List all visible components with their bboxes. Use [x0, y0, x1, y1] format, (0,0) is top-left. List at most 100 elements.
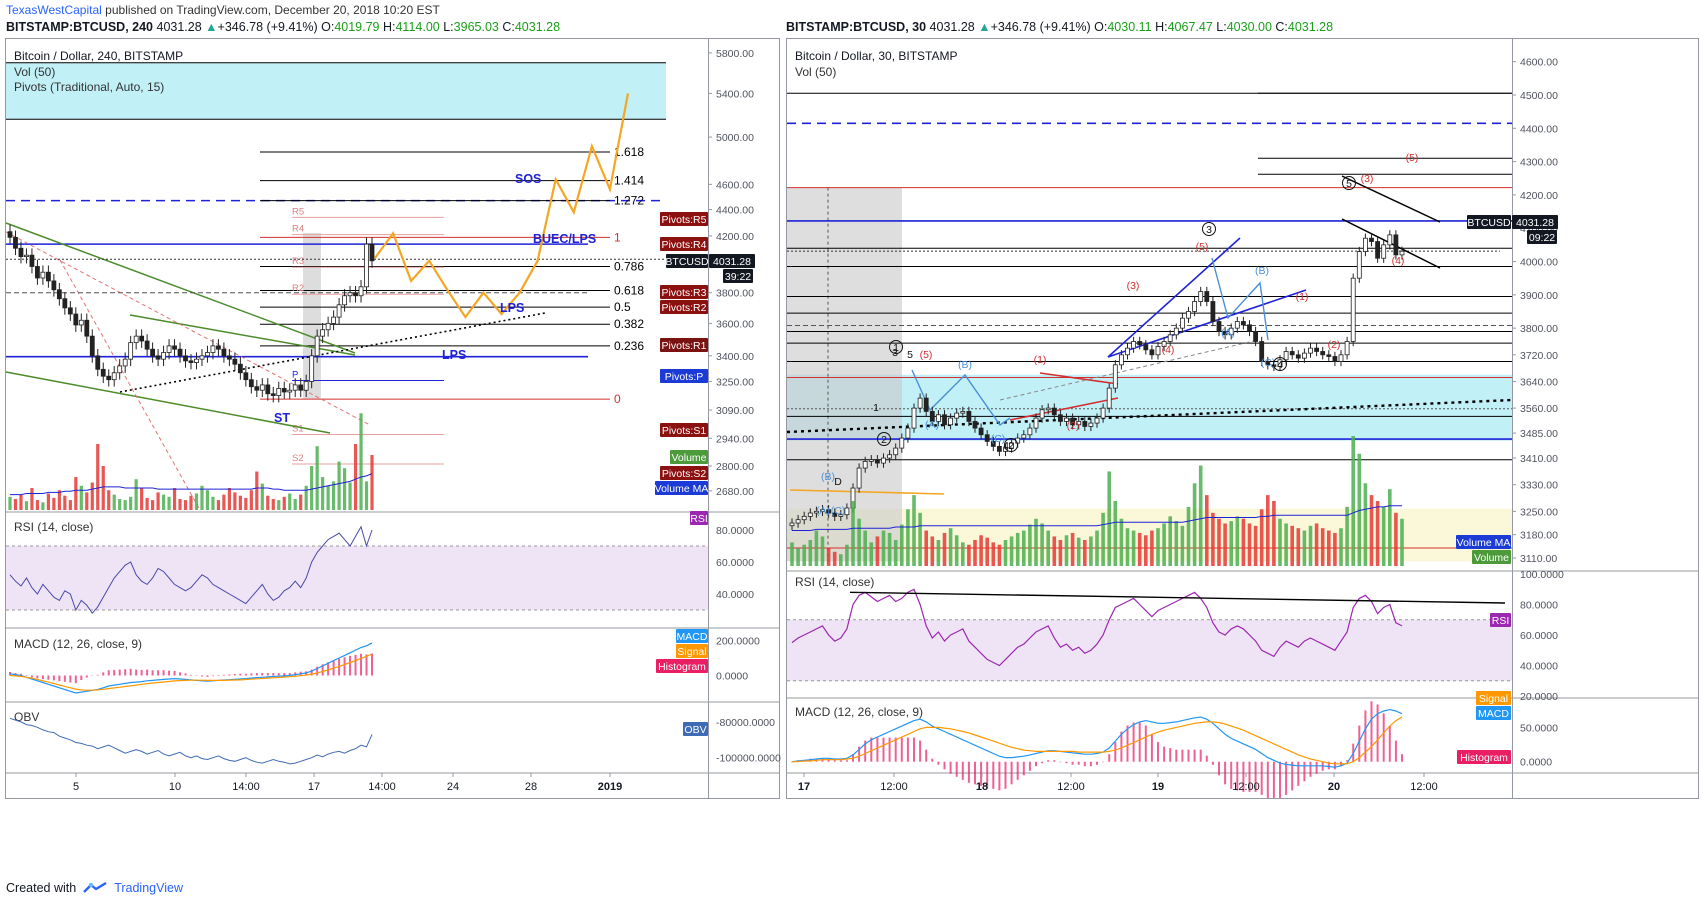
- right-macd-histogram-bar: [974, 761, 976, 785]
- right-wave-circle: [889, 340, 903, 354]
- right-candle-body: [1344, 341, 1350, 356]
- right-rsi-tick: 80.0000: [1520, 600, 1558, 612]
- left-volume-bar: [194, 493, 199, 510]
- right-candle-body: [844, 507, 850, 516]
- right-last: 4031.28: [929, 20, 975, 34]
- right-candle-body: [887, 454, 892, 459]
- created-with-text: Created with: [6, 881, 77, 895]
- right-volume-bar: [1259, 509, 1264, 566]
- right-y-tick-label: 3330.00: [1520, 480, 1558, 492]
- left-annotation: SOS: [515, 172, 541, 186]
- right-candle-body: [1112, 364, 1118, 389]
- right-macd-histogram-bar: [882, 737, 885, 762]
- right-volume-bar: [1022, 530, 1026, 566]
- right-macd-histogram-bar: [1071, 761, 1074, 765]
- left-volume-ma-tag-bg: [655, 481, 708, 495]
- left-volume-bar: [112, 494, 116, 510]
- right-macd-tick: 0.0000: [1520, 757, 1552, 769]
- page-header: TexasWestCapital published on TradingVie…: [0, 0, 1705, 40]
- right-y-tick-label: 4200.00: [1520, 190, 1558, 202]
- right-rsi-tick: 60.0000: [1520, 630, 1558, 642]
- right-wave-label: (C): [1261, 357, 1276, 369]
- right-macd-histogram-bar: [1004, 761, 1007, 789]
- left-indicator-legend: Vol (50): [14, 65, 55, 79]
- right-rsi-tag-bg: [1490, 613, 1511, 627]
- right-macd-histogram-bar: [992, 761, 995, 789]
- left-volume-bar: [52, 497, 56, 510]
- right-macd-histogram-bar: [1205, 755, 1208, 762]
- right-candle-body: [856, 467, 862, 489]
- right-wave-circle: [1273, 357, 1287, 371]
- left-x-tick-label: 14:00: [368, 781, 396, 793]
- right-candle-body: [1387, 234, 1393, 246]
- left-obv-tick: -80000.0000: [716, 717, 775, 729]
- right-volume-bar: [1284, 523, 1288, 566]
- right-candle-body: [1198, 291, 1204, 302]
- left-candle-body: [67, 307, 73, 315]
- left-candle-body: [199, 355, 205, 360]
- right-wave-label: 4: [1003, 440, 1009, 452]
- right-wave-label: 1: [873, 402, 879, 414]
- left-x-tick-label: 10: [169, 781, 181, 793]
- left-volume-bar: [200, 485, 204, 510]
- tradingview-brand[interactable]: TradingView: [114, 881, 183, 895]
- right-macd-histogram-bar: [858, 746, 861, 762]
- left-x-tick-label: 28: [525, 781, 537, 793]
- left-fib-label: 0.618: [614, 283, 644, 297]
- right-candle-body: [881, 457, 886, 464]
- right-macd-histogram-bar: [1041, 761, 1044, 764]
- author-link[interactable]: TexasWestCapital: [6, 3, 102, 17]
- left-macd-histogram-bar: [135, 669, 138, 676]
- left-rsi-tick: 40.0000: [716, 589, 754, 601]
- left-volume-bar: [205, 490, 210, 510]
- right-volume-bar: [1266, 495, 1270, 566]
- right-candle-body: [1192, 301, 1197, 312]
- right-y-tick-label: 3800.00: [1520, 323, 1558, 335]
- right-candle-body: [1381, 244, 1387, 259]
- right-macd-histogram-bar: [1096, 761, 1098, 765]
- right-volume-bar: [1229, 521, 1233, 566]
- right-macd-histogram-bar: [1089, 761, 1092, 767]
- right-macd-histogram-bar: [1114, 742, 1117, 762]
- left-macd-histogram-bar: [36, 675, 39, 679]
- left-candle-body: [133, 335, 139, 344]
- left-macd-histogram-bar: [354, 654, 357, 676]
- left-red-dashed-line: [5, 231, 371, 426]
- right-wave-label: (A): [816, 505, 830, 517]
- left-y-tick-label: 2940.00: [716, 433, 754, 445]
- right-candle-body: [1045, 407, 1051, 411]
- right-x-tick-label: 17: [798, 781, 810, 793]
- left-pivot-chart-label: P: [292, 370, 298, 381]
- right-rsi-tick: 40.0000: [1520, 661, 1558, 673]
- left-volume-tag-bg: [670, 450, 708, 464]
- right-y-tick-label: 3110.00: [1520, 553, 1557, 565]
- left-macd-histogram-bar: [277, 673, 280, 676]
- left-macd-histogram-bar: [310, 669, 313, 676]
- left-candle-body: [314, 335, 320, 357]
- right-volume-ma-tag: Volume MA: [1457, 537, 1511, 549]
- right-signal-tag-bg: [1476, 691, 1511, 705]
- right-macd-histogram-bar: [900, 737, 903, 762]
- right-volume-bar: [906, 509, 910, 566]
- right-volume-tag: Volume: [1474, 552, 1509, 564]
- right-macd-histogram-bar: [1120, 731, 1123, 762]
- left-candle-body: [106, 375, 112, 381]
- right-macd-histogram-bar: [967, 761, 970, 783]
- right-rsi-tag: RSI: [1492, 615, 1510, 627]
- right-volume-bar: [1046, 530, 1050, 566]
- left-macd-histogram-bar: [80, 675, 83, 681]
- right-x-tick-label: 12:00: [1232, 781, 1260, 793]
- right-volume-bar: [1205, 495, 1209, 566]
- left-macd-histogram-bar: [255, 673, 258, 676]
- left-volume-bar: [178, 499, 182, 510]
- right-macd-histogram-bar: [1150, 734, 1153, 762]
- right-wave-circle: [1004, 438, 1018, 452]
- right-wave-label: 4: [1277, 359, 1283, 371]
- left-volume-bar: [79, 485, 83, 510]
- right-candle-body: [1247, 324, 1252, 332]
- right-volume-bar: [1339, 528, 1343, 566]
- left-macd-histogram-bar: [360, 653, 363, 676]
- left-volume-bar: [68, 500, 72, 510]
- right-candle-body: [1094, 417, 1100, 424]
